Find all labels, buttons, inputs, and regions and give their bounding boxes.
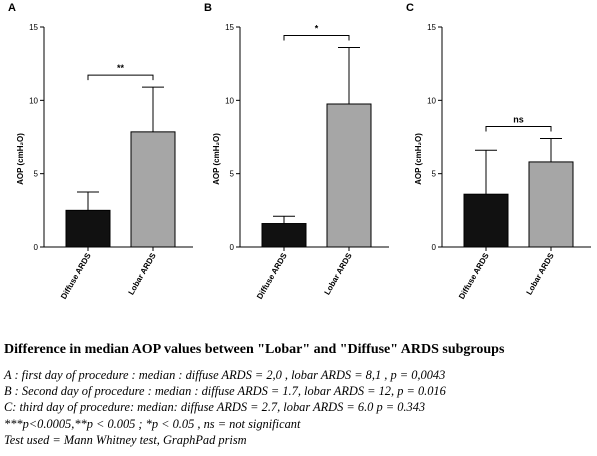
bar-diffuse-ards xyxy=(261,223,307,248)
panel-letter: A xyxy=(8,2,16,14)
significance-bracket xyxy=(283,35,350,41)
y-tick-label: 0 xyxy=(432,243,437,252)
x-tick-label: Lobar ARDS xyxy=(525,251,557,297)
y-axis-label: AOP (cmH₂O) xyxy=(16,133,25,185)
caption-line-c: C: third day of procedure: median: diffu… xyxy=(4,400,426,415)
x-tick-label: Lobar ARDS xyxy=(323,251,355,297)
significance-bracket xyxy=(87,74,154,81)
chart-figure: A 0 5 10 15 AOP (cmH₂O) Diffuse ARDS Lobar ARDS… xyxy=(8,2,591,301)
x-tick-label: Diffuse ARDS xyxy=(457,251,491,301)
significance-label: * xyxy=(315,24,319,34)
x-tick-label: Diffuse ARDS xyxy=(59,251,93,301)
y-tick-label: 15 xyxy=(29,23,38,32)
y-tick-label: 15 xyxy=(225,23,234,32)
x-tick-label: Diffuse ARDS xyxy=(255,251,289,301)
bar-diffuse-ards xyxy=(65,209,111,248)
panel-b: B 0 5 10 15 AOP (cmH₂O) Diffuse ARDS Lobar ARDS… xyxy=(204,2,389,301)
y-tick-label: 10 xyxy=(427,96,436,105)
panel-letter: B xyxy=(204,2,212,14)
y-tick-label: 5 xyxy=(432,170,437,179)
x-tick-label: Lobar ARDS xyxy=(127,251,159,297)
caption-line-significance: ***p<0.0005,**p < 0.005 ; *p < 0.05 , ns… xyxy=(4,416,301,431)
y-tick-label: 10 xyxy=(225,96,234,105)
bar-diffuse-ards xyxy=(463,193,509,248)
bar-lobar-ards xyxy=(326,103,372,248)
y-tick-label: 0 xyxy=(34,243,39,252)
bar-lobar-ards xyxy=(130,131,176,248)
significance-label: ** xyxy=(117,63,125,73)
y-tick-label: 0 xyxy=(230,243,235,252)
caption: Difference in median AOP values between … xyxy=(4,342,594,448)
bar-lobar-ards xyxy=(528,161,574,248)
y-axis-label: AOP (cmH₂O) xyxy=(212,133,221,185)
significance-bracket xyxy=(485,125,552,132)
y-tick-label: 5 xyxy=(230,170,235,179)
caption-line-a: A : first day of procedure : median : di… xyxy=(4,368,446,382)
panel-c: C 0 5 10 15 AOP (cmH₂O) Diffuse ARDS Lobar ARDS… xyxy=(406,2,591,301)
y-tick-label: 15 xyxy=(427,23,436,32)
caption-line-test: Test used = Mann Whitney test, GraphPad … xyxy=(4,432,247,447)
caption-title: Difference in median AOP values between … xyxy=(4,342,505,357)
panel-letter: C xyxy=(406,2,414,14)
y-axis-label: AOP (cmH₂O) xyxy=(414,133,423,185)
panel-a: A 0 5 10 15 AOP (cmH₂O) Diffuse ARDS Lobar ARDS… xyxy=(8,2,193,301)
significance-label: ns xyxy=(513,114,524,124)
y-tick-label: 10 xyxy=(29,96,38,105)
y-tick-label: 5 xyxy=(34,170,39,179)
caption-line-b: B : Second day of procedure : median : d… xyxy=(4,384,446,399)
